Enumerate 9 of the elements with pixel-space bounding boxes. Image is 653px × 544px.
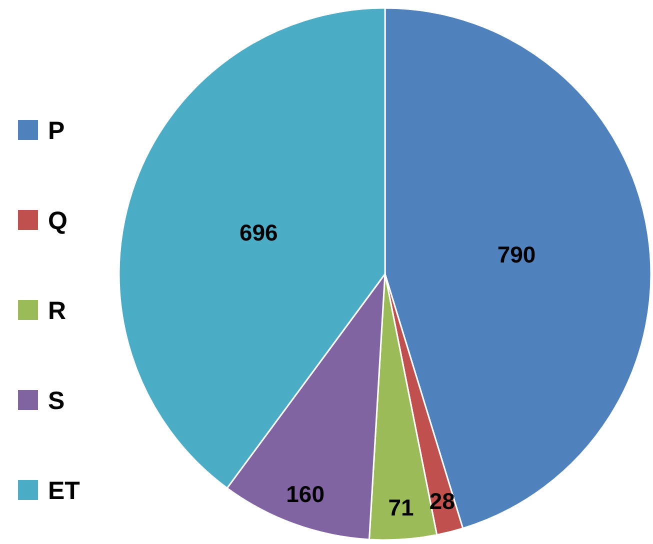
data-label: 160 bbox=[286, 481, 324, 508]
legend-label: P bbox=[48, 116, 65, 145]
data-label: 790 bbox=[497, 241, 536, 268]
data-label: 71 bbox=[388, 494, 414, 521]
legend-label: ET bbox=[48, 476, 80, 505]
legend-label: R bbox=[48, 296, 66, 325]
legend-label: S bbox=[48, 386, 65, 415]
legend-label: Q bbox=[48, 206, 68, 235]
data-label: 696 bbox=[239, 219, 278, 246]
